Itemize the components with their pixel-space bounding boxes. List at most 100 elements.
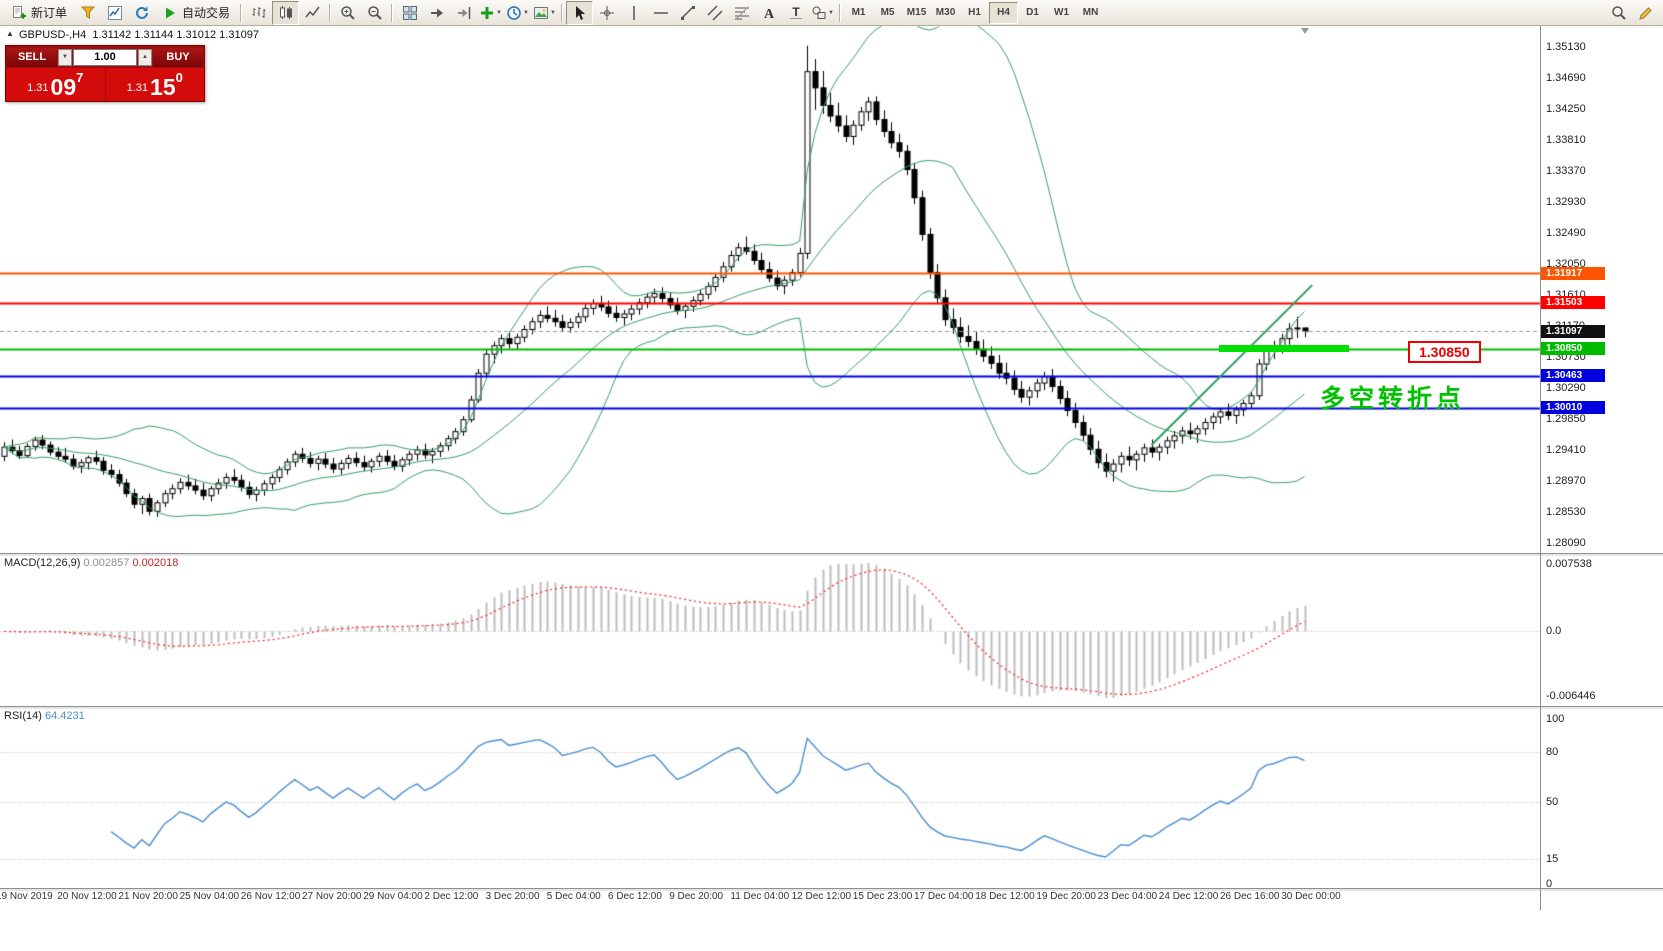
- toolbar-separator: [329, 3, 332, 22]
- price-axis-separator[interactable]: [1540, 26, 1541, 910]
- fibo-icon: [734, 5, 750, 21]
- chartshift-icon: [456, 5, 472, 21]
- trendline-button[interactable]: [674, 1, 701, 25]
- bid-price-sup: 7: [76, 70, 84, 85]
- template-icon: [533, 5, 549, 21]
- bars-icon: [251, 5, 267, 21]
- vertical-line-button[interactable]: [620, 1, 647, 25]
- toolbar-separator: [391, 3, 394, 22]
- equidistant-channel-button[interactable]: [701, 1, 728, 25]
- quick-edit-button[interactable]: [1632, 1, 1659, 25]
- chart-shift-marker[interactable]: [1301, 28, 1309, 34]
- candlestick-mode-button[interactable]: [272, 0, 300, 25]
- search-button[interactable]: [1605, 1, 1632, 25]
- one-click-top-row: SELL ▼ ▲ BUY: [6, 46, 204, 67]
- time-axis-label: 26 Dec 16:00: [1220, 891, 1280, 902]
- rsi-name: RSI(14): [4, 710, 42, 722]
- new-order-button[interactable]: 新订单: [4, 2, 74, 24]
- support-zone-highlight[interactable]: [1218, 345, 1349, 353]
- line-chart-mode-button[interactable]: [299, 1, 326, 25]
- cursor-button[interactable]: [566, 0, 594, 25]
- zoom-out-button[interactable]: [361, 1, 388, 25]
- timeframe-m15-button[interactable]: M15: [906, 7, 927, 18]
- price-axis-label: 1.30290: [1546, 381, 1586, 394]
- fibonacci-button[interactable]: [728, 1, 755, 25]
- tline-icon: [680, 5, 696, 21]
- price-callout-box[interactable]: 1.30850: [1408, 341, 1481, 363]
- rsi-value: 64.4231: [44, 710, 85, 722]
- ask-price-display[interactable]: 1.31 15 0: [106, 68, 205, 101]
- toolbar-button-label: 新订单: [31, 6, 68, 20]
- text-button[interactable]: A: [755, 1, 782, 25]
- time-axis-separator[interactable]: [0, 888, 1663, 891]
- sell-button[interactable]: SELL: [7, 47, 57, 67]
- labelT-icon: T: [788, 5, 804, 21]
- play-icon: [162, 5, 178, 21]
- volume-decrease-button[interactable]: ▼: [58, 48, 72, 66]
- bar-chart-mode-button[interactable]: [245, 1, 272, 25]
- publish-report-button[interactable]: [74, 1, 101, 25]
- price-axis-label: 1.35130: [1546, 40, 1586, 53]
- timeframe-d1-button[interactable]: D1: [1026, 7, 1039, 18]
- panel-separator-rsi[interactable]: [0, 706, 1663, 709]
- horizontal-line-button[interactable]: [647, 1, 674, 25]
- toolbar-separator: [839, 3, 842, 22]
- time-axis-label: 5 Dec 04:00: [546, 891, 601, 902]
- turning-point-annotation[interactable]: 多空转折点: [1320, 385, 1466, 413]
- crosshair-button[interactable]: [593, 1, 620, 25]
- auto-scroll-button[interactable]: [423, 1, 450, 25]
- time-axis-label: 23 Dec 04:00: [1097, 891, 1158, 902]
- refresh-button[interactable]: [128, 1, 155, 25]
- support-line-blue-lower: 1.30010: [1541, 401, 1605, 415]
- indicators-button[interactable]: ▼: [477, 1, 504, 25]
- volume-increase-button[interactable]: ▲: [138, 48, 152, 66]
- volume-input[interactable]: [73, 48, 137, 66]
- time-axis-label: 21 Nov 20:00: [118, 891, 178, 902]
- resistance-line-upper: 1.31917: [1541, 266, 1605, 280]
- periods-button[interactable]: ▼: [504, 1, 531, 25]
- timeframe-h4-button[interactable]: H4: [989, 1, 1019, 24]
- zoom-in-button[interactable]: [334, 1, 361, 25]
- market-watch-button[interactable]: [101, 1, 128, 25]
- ask-price-sup: 0: [175, 70, 183, 85]
- timeframe-h1-button[interactable]: H1: [968, 7, 981, 18]
- time-axis-label: 24 Dec 12:00: [1158, 891, 1219, 902]
- rsi-axis-label: 15: [1546, 853, 1559, 866]
- timeframe-m1-button[interactable]: M1: [851, 7, 866, 18]
- tile-windows-button[interactable]: [396, 1, 423, 25]
- resistance-line-lower: 1.31503: [1541, 296, 1605, 310]
- chart-shift-button[interactable]: [450, 1, 477, 25]
- svg-text:T: T: [792, 5, 800, 19]
- search-icon: [1611, 5, 1627, 21]
- bid-price-small: 1.31: [27, 82, 49, 94]
- time-axis-label: 6 Dec 12:00: [608, 891, 662, 902]
- vline-icon: [626, 5, 642, 21]
- time-axis-label: 9 Dec 20:00: [669, 891, 724, 902]
- autoscroll-icon: [429, 5, 445, 21]
- one-click-collapse-button[interactable]: ▲: [6, 29, 14, 38]
- toolbar: 新订单 自动交易 ▼ ▼ ▼ A T ▼ M1 M5 M15 M30 H1 H4 D1 W1 MN: [0, 0, 1663, 26]
- price-axis-label: 1.29850: [1546, 412, 1586, 425]
- rsi-axis-label: 0: [1546, 878, 1553, 890]
- timeframe-m5-button[interactable]: M5: [880, 7, 895, 18]
- timeframe-w1-button[interactable]: W1: [1054, 7, 1070, 18]
- price-axis-label: 1.34690: [1546, 71, 1586, 84]
- price-axis-label: 1.32930: [1546, 195, 1586, 208]
- timeframe-m30-button[interactable]: M30: [935, 7, 956, 18]
- price-axis-label: 1.34250: [1546, 102, 1586, 115]
- shapes-icon: [811, 5, 827, 21]
- buy-button[interactable]: BUY: [153, 47, 203, 67]
- toolbar-separator: [561, 3, 564, 22]
- bid-price-big: 09: [50, 74, 77, 100]
- text-label-button[interactable]: T: [782, 1, 809, 25]
- templates-button[interactable]: ▼: [531, 1, 558, 25]
- rsi-axis-label: 50: [1546, 795, 1559, 808]
- bid-price-display[interactable]: 1.31 09 7: [6, 68, 106, 101]
- ask-price-big: 15: [150, 74, 176, 100]
- panel-separator-macd[interactable]: [0, 553, 1663, 556]
- arrows-button[interactable]: ▼: [809, 1, 836, 25]
- autotrading-button[interactable]: 自动交易: [155, 2, 237, 24]
- hline-icon: [653, 5, 669, 21]
- timeframe-mn-button[interactable]: MN: [1082, 7, 1099, 18]
